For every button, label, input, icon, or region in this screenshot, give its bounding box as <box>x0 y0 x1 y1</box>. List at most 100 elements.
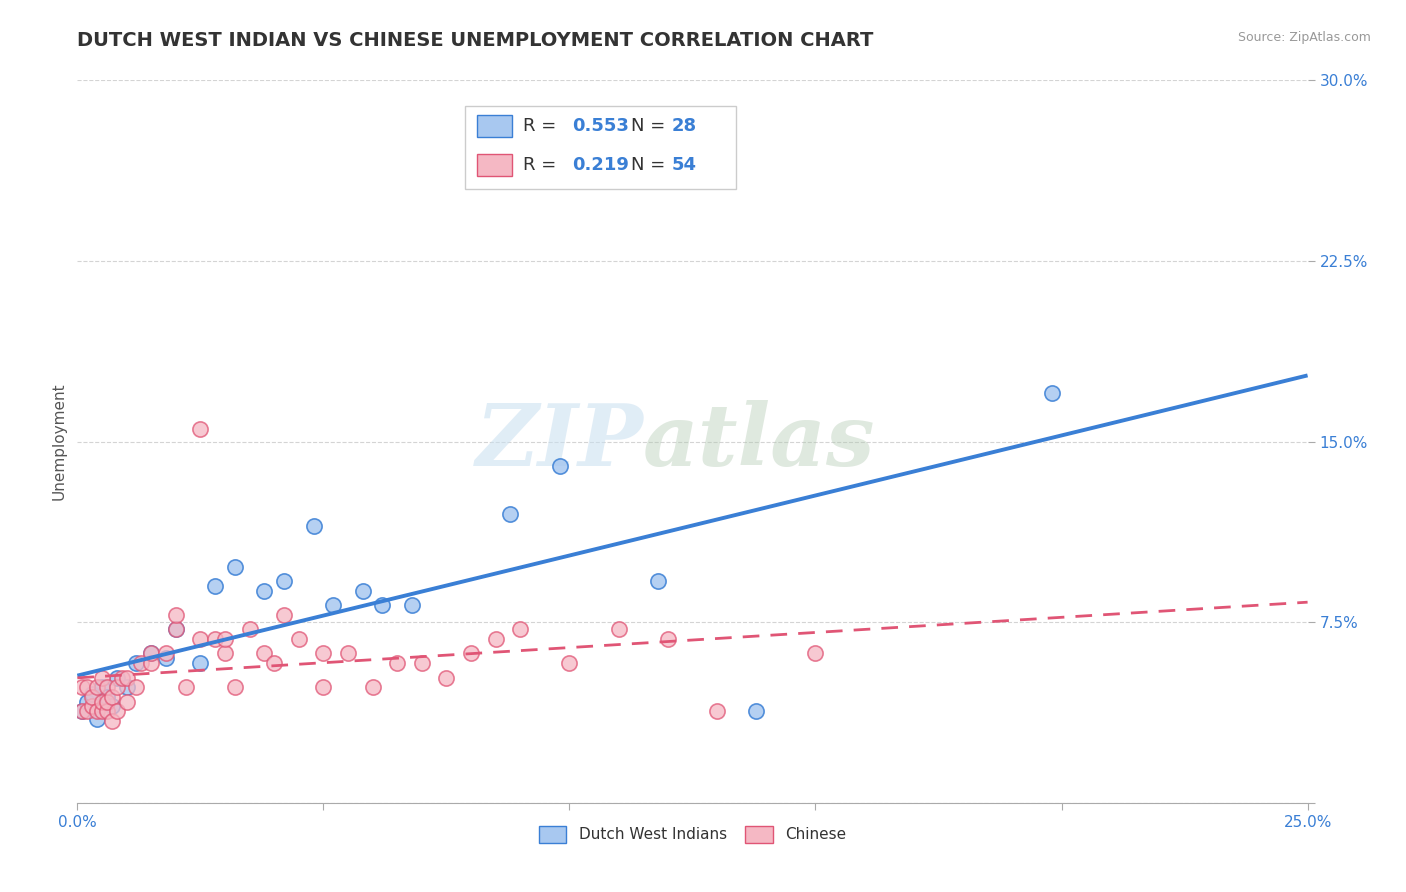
Text: 0.219: 0.219 <box>572 156 628 174</box>
Point <box>82 699 104 714</box>
Point <box>385 656 409 670</box>
Point <box>105 704 128 718</box>
Point <box>436 671 458 685</box>
Text: N =: N = <box>631 117 671 135</box>
Text: DUTCH WEST INDIAN VS CHINESE UNEMPLOYMENT CORRELATION CHART: DUTCH WEST INDIAN VS CHINESE UNEMPLOYMEN… <box>77 31 873 50</box>
Point <box>90 704 114 718</box>
Text: atlas: atlas <box>644 400 876 483</box>
Point <box>657 632 679 646</box>
Point <box>188 632 212 646</box>
Text: R =: R = <box>523 117 561 135</box>
Y-axis label: Unemployment: Unemployment <box>51 383 66 500</box>
Point <box>76 680 98 694</box>
Point <box>558 656 581 670</box>
Point <box>499 507 522 521</box>
Point <box>70 680 93 694</box>
Point <box>90 680 114 694</box>
Point <box>204 632 226 646</box>
Point <box>174 680 197 694</box>
Point <box>115 671 138 685</box>
FancyBboxPatch shape <box>465 105 735 189</box>
Point <box>312 647 335 661</box>
Point <box>214 632 236 646</box>
Point <box>76 695 98 709</box>
Point <box>96 695 118 709</box>
Point <box>253 647 276 661</box>
Point <box>155 651 177 665</box>
Point <box>288 632 311 646</box>
Text: Source: ZipAtlas.com: Source: ZipAtlas.com <box>1237 31 1371 45</box>
Point <box>273 574 295 589</box>
Point <box>401 599 423 613</box>
Legend: Dutch West Indians, Chinese: Dutch West Indians, Chinese <box>533 820 852 849</box>
Point <box>96 704 118 718</box>
Point <box>82 690 104 704</box>
Point <box>322 599 344 613</box>
Point <box>96 680 118 694</box>
Point <box>125 656 148 670</box>
Point <box>86 704 108 718</box>
Point <box>105 680 128 694</box>
Point <box>141 647 163 661</box>
Point <box>105 671 128 685</box>
Point <box>224 680 246 694</box>
Point <box>263 656 285 670</box>
Point <box>86 712 108 726</box>
Point <box>204 579 226 593</box>
Point <box>101 690 124 704</box>
Point <box>509 623 531 637</box>
Point <box>273 607 295 622</box>
Point <box>188 422 212 436</box>
Point <box>141 656 163 670</box>
Point <box>90 671 114 685</box>
Point <box>86 680 108 694</box>
Point <box>90 695 114 709</box>
Point <box>647 574 669 589</box>
Point <box>411 656 433 670</box>
Point <box>253 583 276 598</box>
Text: R =: R = <box>523 156 561 174</box>
Point <box>165 623 187 637</box>
Point <box>101 714 124 728</box>
Point <box>371 599 394 613</box>
Point <box>115 680 138 694</box>
Point <box>239 623 262 637</box>
Point <box>312 680 335 694</box>
Point <box>460 647 482 661</box>
Point <box>706 704 728 718</box>
Text: 0.553: 0.553 <box>572 117 628 135</box>
Point <box>1040 386 1063 401</box>
Text: 28: 28 <box>672 117 696 135</box>
Point <box>70 704 93 718</box>
Point <box>155 647 177 661</box>
Point <box>302 518 325 533</box>
Point <box>337 647 360 661</box>
FancyBboxPatch shape <box>477 154 512 176</box>
Point <box>70 704 93 718</box>
Point <box>129 656 153 670</box>
Point <box>214 647 236 661</box>
Point <box>361 680 384 694</box>
Point <box>141 647 163 661</box>
Point <box>188 656 212 670</box>
Point <box>82 687 104 701</box>
Point <box>224 559 246 574</box>
Point <box>96 690 118 704</box>
Point <box>115 695 138 709</box>
Point <box>111 671 132 685</box>
Text: ZIP: ZIP <box>475 400 644 483</box>
Point <box>745 704 768 718</box>
Point <box>125 680 148 694</box>
Point <box>76 704 98 718</box>
Text: 54: 54 <box>672 156 696 174</box>
Point <box>804 647 827 661</box>
Point <box>485 632 508 646</box>
FancyBboxPatch shape <box>477 115 512 136</box>
Point <box>165 607 187 622</box>
Text: N =: N = <box>631 156 671 174</box>
Point <box>165 623 187 637</box>
Point <box>352 583 374 598</box>
Point <box>548 458 571 473</box>
Point <box>607 623 630 637</box>
Point <box>101 699 124 714</box>
